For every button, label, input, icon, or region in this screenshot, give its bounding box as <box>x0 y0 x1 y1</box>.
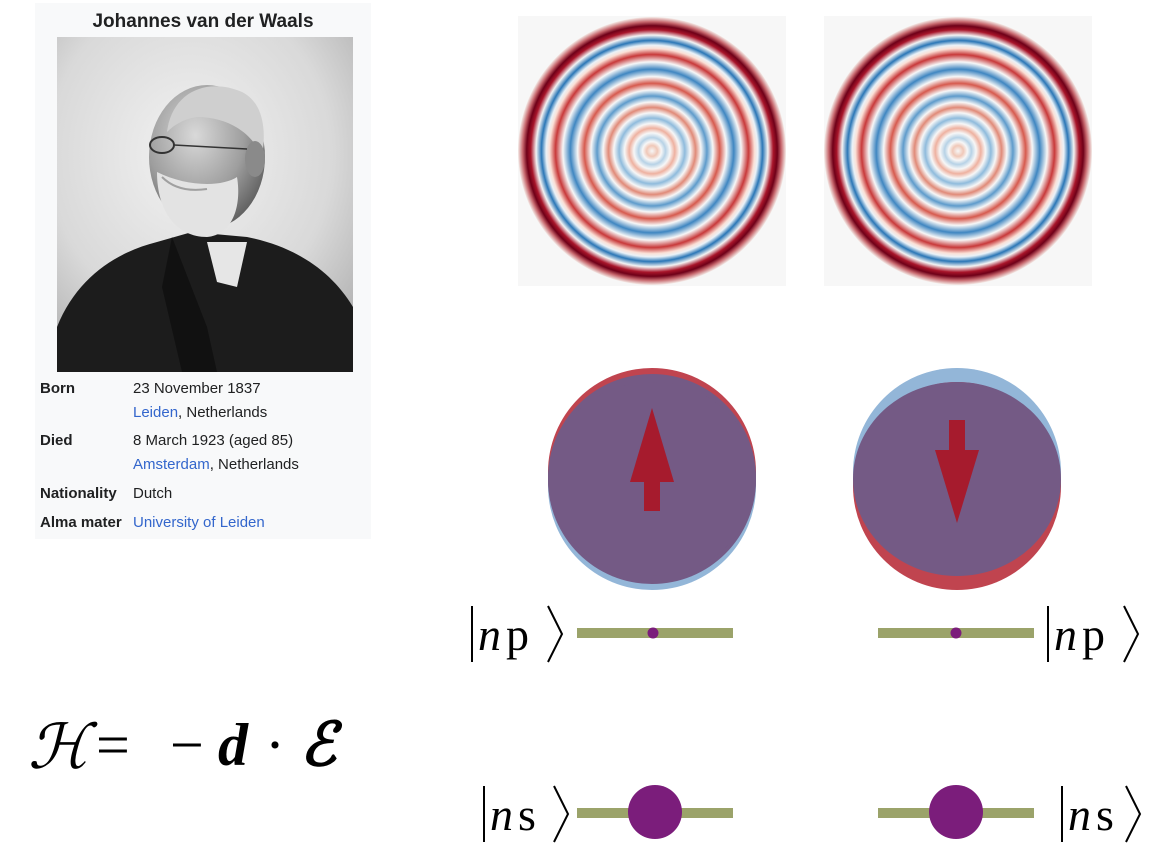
amsterdam-link[interactable]: Amsterdam <box>133 456 210 473</box>
hamiltonian-formula: ℋ = − d · ℰ <box>28 712 343 782</box>
portrait-photo <box>57 37 353 372</box>
died-country: , Netherlands <box>209 456 299 473</box>
np-level-right <box>878 627 1034 639</box>
arrow-down-icon <box>935 420 979 523</box>
dot-operator: · <box>265 712 285 778</box>
dipole-symbol: d <box>218 712 249 778</box>
ket-np-left-p: p <box>506 609 529 660</box>
minus-sign: − <box>170 712 204 778</box>
wavefunction-plot-right <box>824 16 1092 286</box>
alma-mater-label: Alma mater <box>40 514 122 531</box>
ket-np-right-p: p <box>1082 609 1105 660</box>
university-of-leiden-link[interactable]: University of Leiden <box>133 514 265 531</box>
np-level-left <box>577 627 733 639</box>
ket-ns-left: n s <box>483 785 570 843</box>
ket-np-right: n p <box>1047 605 1140 663</box>
arrow-up-icon <box>630 408 674 511</box>
ket-np-left: n p <box>471 605 564 663</box>
ket-ns-right-n: n <box>1068 789 1091 840</box>
ns-level-left <box>577 785 733 839</box>
ket-ns-right: n s <box>1061 785 1142 843</box>
dipole-orbital-up <box>548 368 756 590</box>
leiden-link[interactable]: Leiden <box>133 404 179 421</box>
dipole-orbital-down <box>853 368 1061 590</box>
equals-sign: = <box>96 712 130 778</box>
born-date: 23 November 1837 <box>133 380 261 397</box>
ket-ns-left-s: s <box>518 789 536 840</box>
hamiltonian-symbol: ℋ <box>28 714 98 782</box>
ket-ns-left-n: n <box>490 789 513 840</box>
died-label: Died <box>40 432 73 449</box>
born-label: Born <box>40 380 75 397</box>
born-country: , Netherlands <box>178 404 268 421</box>
ket-np-left-n: n <box>478 609 501 660</box>
field-symbol: ℰ <box>300 712 343 778</box>
died-date: 8 March 1923 (aged 85) <box>133 432 294 449</box>
nationality-value: Dutch <box>133 485 173 502</box>
nationality-label: Nationality <box>40 485 117 502</box>
infobox-title: Johannes van der Waals <box>92 11 314 32</box>
wavefunction-plot-left <box>518 16 786 286</box>
ket-ns-right-s: s <box>1096 789 1114 840</box>
infobox: Johannes van der Waals <box>35 3 371 539</box>
ket-np-right-n: n <box>1054 609 1077 660</box>
ns-level-right <box>878 785 1034 839</box>
